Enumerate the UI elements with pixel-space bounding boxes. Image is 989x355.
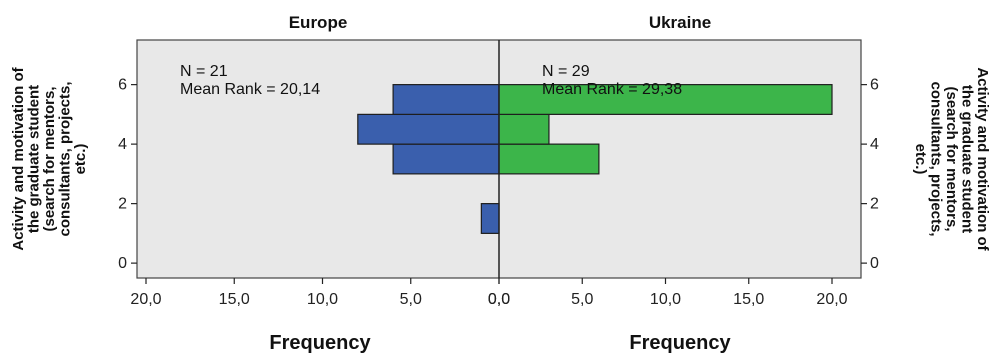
x-tick-label-ukraine: 20,0 [816,291,847,308]
europe-bar-1-2 [480,203,500,234]
y-axis-title-right-text: Activity and motivation ofthe graduate s… [912,67,989,251]
panel-title-ukraine: Ukraine [649,13,711,32]
x-axis-title-ukraine: Frequency [629,332,731,354]
x-tick-label-europe: 0,0 [488,291,510,308]
x-tick-label-ukraine: 10,0 [650,291,681,308]
y-axis-title-right: Activity and motivation ofthe graduate s… [912,67,989,251]
y-axis-right: 0 2 4 6 [861,77,879,272]
x-axis-europe: 20,0 15,0 10,0 5,0 0,0 [130,278,510,308]
panel-title-europe: Europe [289,13,348,32]
europe-bar-4-5 [357,113,500,145]
x-tick-label-europe: 10,0 [307,291,338,308]
x-tick-label-ukraine: 15,0 [733,291,764,308]
x-tick-label-europe: 5,0 [400,291,422,308]
x-axis-ukraine: 0,0 5,0 10,0 15,0 20,0 [488,278,848,308]
y-tick-label-right: 0 [870,255,879,272]
x-tick-label-europe: 20,0 [130,291,161,308]
y-axis-title-left-text: Activity and motivation ofthe graduate s… [10,66,89,250]
x-tick-label-europe: 15,0 [219,291,250,308]
y-axis-left: 0 2 4 6 [118,77,137,272]
y-tick-label-left: 4 [118,136,127,153]
ukraine-bar-5-6 [498,84,833,115]
ukraine-bar-4-5 [498,113,550,145]
europe-n-annotation: N = 21 [180,63,228,80]
europe-bars [357,84,500,234]
y-tick-label-right: 4 [870,136,879,153]
y-tick-label-left: 2 [118,196,127,213]
ukraine-bars [498,84,833,175]
x-tick-label-ukraine: 0,0 [488,291,510,308]
x-tick-label-ukraine: 5,0 [571,291,593,308]
europe-bar-3-4 [392,143,500,175]
ukraine-mean-rank-annotation: Mean Rank = 29,38 [542,81,682,98]
y-axis-title-left: Activity and motivation ofthe graduate s… [10,66,89,250]
ukraine-n-annotation: N = 29 [542,63,590,80]
y-tick-label-left: 6 [118,77,127,94]
ukraine-bar-3-4 [498,143,600,175]
y-tick-label-left: 0 [118,255,127,272]
europe-mean-rank-annotation: Mean Rank = 20,14 [180,81,320,98]
europe-bar-5-6 [392,84,500,115]
y-tick-label-right: 6 [870,77,879,94]
y-tick-label-right: 2 [870,196,879,213]
x-axis-title-europe: Frequency [269,332,371,354]
